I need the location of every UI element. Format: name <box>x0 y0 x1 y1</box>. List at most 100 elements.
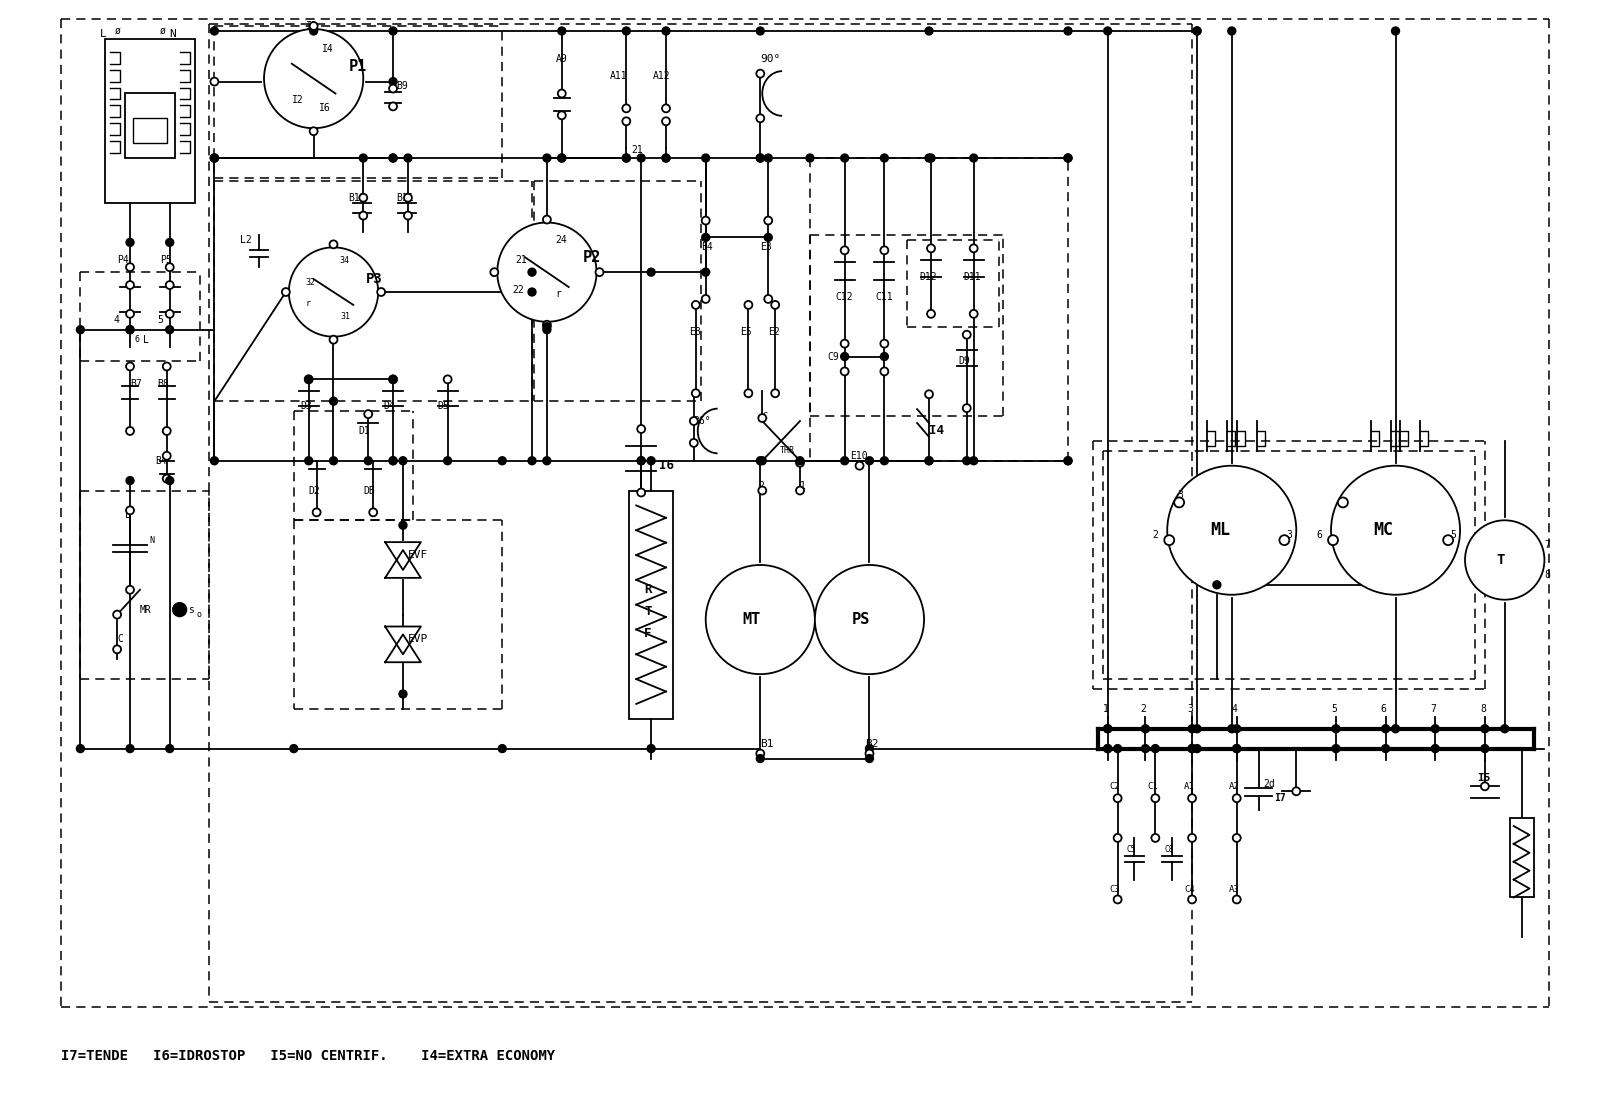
Circle shape <box>1232 745 1240 753</box>
Circle shape <box>330 457 338 465</box>
Circle shape <box>1064 27 1072 35</box>
Circle shape <box>646 745 654 753</box>
Circle shape <box>166 326 174 334</box>
Text: N: N <box>170 29 176 39</box>
Circle shape <box>840 339 848 347</box>
Circle shape <box>595 268 603 277</box>
Circle shape <box>970 244 978 252</box>
Text: L2: L2 <box>240 235 251 245</box>
Circle shape <box>163 451 171 459</box>
Text: I4: I4 <box>322 44 333 54</box>
Circle shape <box>126 326 134 334</box>
Circle shape <box>126 586 134 594</box>
Circle shape <box>1152 834 1160 842</box>
Circle shape <box>558 90 566 97</box>
Circle shape <box>771 301 779 309</box>
Circle shape <box>925 155 933 162</box>
Circle shape <box>77 745 85 753</box>
Circle shape <box>166 239 174 246</box>
Circle shape <box>542 326 550 334</box>
Circle shape <box>1114 745 1122 753</box>
Circle shape <box>330 336 338 344</box>
Circle shape <box>1232 745 1240 753</box>
Circle shape <box>880 246 888 254</box>
Circle shape <box>330 241 338 249</box>
Text: B11: B11 <box>397 193 414 203</box>
Circle shape <box>1227 725 1235 732</box>
Circle shape <box>304 375 312 383</box>
Text: 6: 6 <box>1317 530 1322 540</box>
Text: s: s <box>187 605 194 615</box>
Circle shape <box>398 690 406 698</box>
Circle shape <box>1213 581 1221 589</box>
Circle shape <box>866 745 874 753</box>
Circle shape <box>378 288 386 296</box>
Text: E3: E3 <box>760 242 773 252</box>
Circle shape <box>691 390 699 398</box>
Circle shape <box>706 564 814 674</box>
Circle shape <box>389 375 397 383</box>
Circle shape <box>398 521 406 530</box>
Text: ø: ø <box>115 26 122 36</box>
Circle shape <box>702 295 710 302</box>
Text: 1: 1 <box>800 480 806 491</box>
Circle shape <box>1141 745 1149 753</box>
Circle shape <box>389 77 397 85</box>
Circle shape <box>126 363 134 371</box>
Circle shape <box>126 239 134 246</box>
Circle shape <box>211 155 218 162</box>
Circle shape <box>1232 794 1240 802</box>
Circle shape <box>757 457 765 465</box>
Circle shape <box>389 155 397 162</box>
Circle shape <box>542 155 550 162</box>
Circle shape <box>389 155 397 162</box>
Circle shape <box>498 745 506 753</box>
Text: A12: A12 <box>653 71 670 81</box>
Circle shape <box>1114 896 1122 904</box>
Circle shape <box>702 268 710 277</box>
Circle shape <box>1189 745 1197 753</box>
Text: I6: I6 <box>318 103 330 113</box>
Circle shape <box>622 104 630 112</box>
Circle shape <box>1104 725 1112 732</box>
Text: B8: B8 <box>157 380 168 390</box>
Circle shape <box>114 610 122 618</box>
Text: C1: C1 <box>1147 782 1158 791</box>
Circle shape <box>498 223 597 321</box>
Text: 6: 6 <box>1381 703 1387 713</box>
Text: R: R <box>645 584 651 596</box>
Bar <box>133 119 166 143</box>
Circle shape <box>1232 834 1240 842</box>
Text: C9: C9 <box>827 352 840 362</box>
Circle shape <box>840 155 848 162</box>
Text: o: o <box>197 610 202 619</box>
Text: MR: MR <box>139 605 152 615</box>
Text: 36°: 36° <box>694 416 712 426</box>
Text: EVF: EVF <box>408 550 429 560</box>
Circle shape <box>211 77 218 85</box>
Circle shape <box>1189 725 1197 732</box>
Text: I4: I4 <box>930 424 944 438</box>
Circle shape <box>797 457 803 465</box>
Circle shape <box>542 320 550 329</box>
Text: ø: ø <box>160 26 166 36</box>
Circle shape <box>771 390 779 398</box>
Circle shape <box>1392 725 1400 732</box>
Text: D9: D9 <box>958 356 971 366</box>
Circle shape <box>1466 521 1544 599</box>
Text: 2: 2 <box>1152 530 1158 540</box>
Circle shape <box>840 457 848 465</box>
Text: 7: 7 <box>1544 540 1550 550</box>
Circle shape <box>166 281 174 289</box>
Circle shape <box>126 263 134 271</box>
Circle shape <box>757 155 765 162</box>
Circle shape <box>1227 27 1235 35</box>
Circle shape <box>925 390 933 399</box>
Circle shape <box>1189 745 1197 753</box>
Circle shape <box>558 111 566 120</box>
Circle shape <box>757 27 765 35</box>
Circle shape <box>840 353 848 361</box>
Text: 5: 5 <box>1331 703 1338 713</box>
Text: 3: 3 <box>1286 530 1293 540</box>
Circle shape <box>970 310 978 318</box>
